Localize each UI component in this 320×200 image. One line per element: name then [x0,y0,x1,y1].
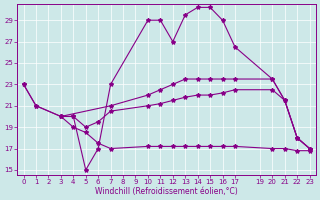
X-axis label: Windchill (Refroidissement éolien,°C): Windchill (Refroidissement éolien,°C) [95,187,238,196]
